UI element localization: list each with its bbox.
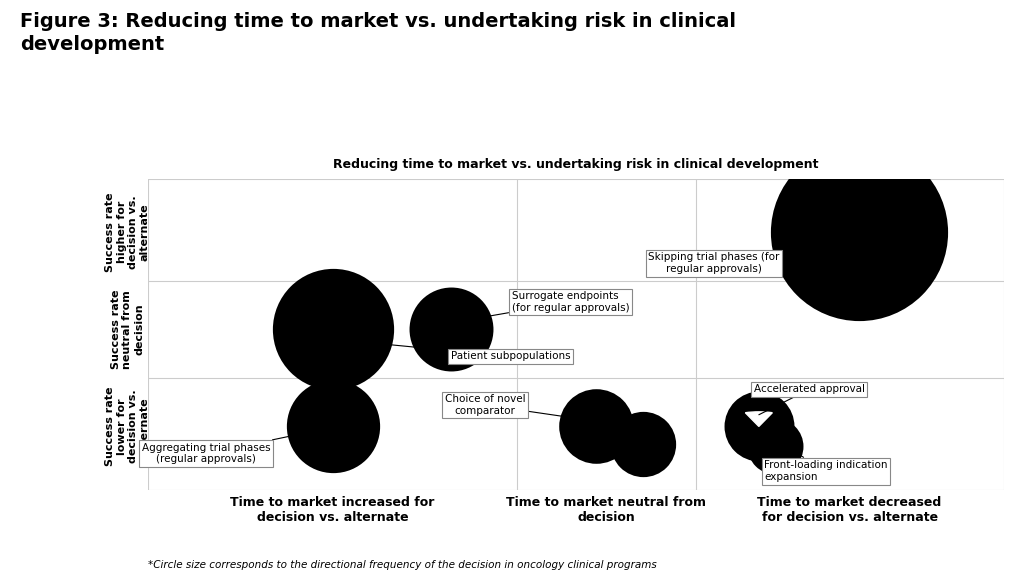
- Text: Success rate
neutral from
decision: Success rate neutral from decision: [111, 290, 144, 369]
- Point: [751, 422, 767, 431]
- Text: Skipping trial phases (for
regular approvals): Skipping trial phases (for regular appro…: [648, 244, 819, 274]
- Text: Time to market neutral from
decision: Time to market neutral from decision: [506, 497, 707, 524]
- Text: Front-loading indication
expansion: Front-loading indication expansion: [764, 436, 888, 482]
- Text: Patient subpopulations: Patient subpopulations: [390, 345, 570, 361]
- Wedge shape: [745, 412, 772, 426]
- Text: Choice of novel
comparator: Choice of novel comparator: [444, 394, 585, 419]
- Point: [442, 325, 459, 334]
- Text: Success rate
lower for
decision vs.
alternate: Success rate lower for decision vs. alte…: [105, 386, 150, 466]
- Point: [766, 441, 782, 450]
- Point: [851, 228, 867, 237]
- Point: [635, 439, 651, 449]
- Point: [325, 422, 341, 431]
- Text: Surrogate endpoints
(for regular approvals): Surrogate endpoints (for regular approva…: [469, 291, 629, 320]
- Text: Figure 3: Reducing time to market vs. undertaking risk in clinical
development: Figure 3: Reducing time to market vs. un…: [20, 12, 736, 54]
- Text: Reducing time to market vs. undertaking risk in clinical development: Reducing time to market vs. undertaking …: [333, 158, 819, 170]
- Text: Aggregating trial phases
(regular approvals): Aggregating trial phases (regular approv…: [142, 429, 328, 464]
- Point: [325, 325, 341, 334]
- Text: Success rate
higher for
decision vs.
alternate: Success rate higher for decision vs. alt…: [105, 192, 150, 272]
- Text: *Circle size corresponds to the directional frequency of the decision in oncolog: *Circle size corresponds to the directio…: [148, 560, 657, 570]
- Text: Time to market decreased
for decision vs. alternate: Time to market decreased for decision vs…: [758, 497, 942, 524]
- Text: Accelerated approval: Accelerated approval: [754, 385, 864, 415]
- Point: [588, 422, 604, 431]
- Text: Time to market increased for
decision vs. alternate: Time to market increased for decision vs…: [230, 497, 435, 524]
